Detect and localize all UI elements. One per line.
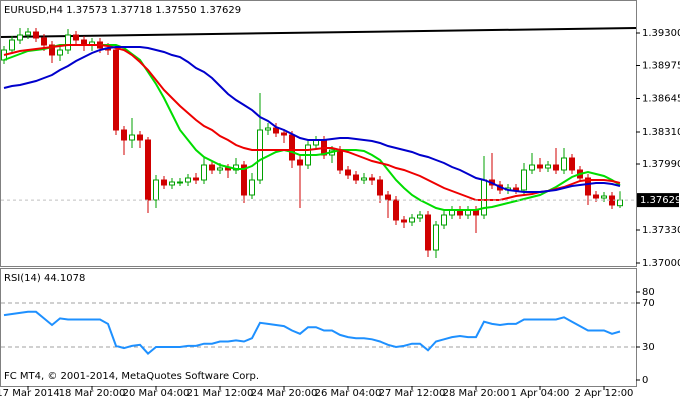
candle-body: [161, 179, 167, 186]
candle-body: [241, 164, 247, 196]
candle-body: [289, 134, 295, 161]
candle-body: [185, 177, 191, 183]
candle-body: [201, 164, 207, 181]
candle-body: [281, 132, 287, 136]
rsi-title: RSI(14) 44.1078: [4, 273, 85, 284]
x-tick-label: 18 Mar 20:00: [59, 388, 126, 399]
y-tick-label: 1.37000: [642, 258, 680, 269]
candle-body: [49, 44, 55, 56]
x-tick-label: 27 Mar 12:00: [379, 388, 446, 399]
chart-title: EURUSD,H4 1.37573 1.37718 1.37550 1.3762…: [4, 5, 241, 16]
candle-body: [385, 194, 391, 201]
y-tick-label: 80: [642, 287, 655, 298]
candle-body: [401, 219, 407, 223]
price-chart: 1.39300 1.38975 1.38645 1.38310 1.37990 1.373…: [0, 27, 680, 399]
candle-body: [265, 127, 271, 131]
y-tick-label: 0: [642, 375, 648, 386]
candle-body: [121, 129, 127, 141]
candle-body: [361, 177, 367, 181]
candle-body: [41, 37, 47, 46]
candle-body: [393, 199, 399, 221]
candle-body: [9, 39, 15, 51]
y-tick-label: 70: [642, 298, 655, 309]
candle-body: [481, 179, 487, 216]
candle-body: [441, 214, 447, 226]
moving-average: [3, 44, 621, 201]
y-tick-label: 1.39300: [642, 28, 680, 39]
x-tick-label: 17 Mar 2014: [0, 388, 60, 399]
candle-body: [217, 167, 223, 171]
candle-body: [409, 217, 415, 223]
candle-body: [249, 179, 255, 196]
candle-body: [601, 195, 607, 199]
candle-body: [529, 164, 535, 171]
last-price-box: [637, 193, 679, 208]
y-tick-label: 1.38645: [642, 94, 680, 105]
candle-body: [585, 177, 591, 196]
candle-body: [417, 214, 423, 219]
candle-body: [177, 181, 183, 184]
candle-body: [345, 169, 351, 176]
last-price-label: 1.37629: [640, 195, 680, 206]
candle-body: [153, 179, 159, 201]
candle-body: [593, 194, 599, 199]
candle-body: [569, 157, 575, 171]
candle-body: [25, 31, 31, 36]
candle-body: [553, 164, 559, 171]
candle-body: [513, 187, 519, 191]
y-tick-label: 1.37990: [642, 159, 680, 170]
footer: FC MT4, © 2001-2014, MetaQuotes Software…: [4, 371, 259, 382]
y-tick-label: 30: [642, 342, 655, 353]
candle-body: [113, 49, 119, 131]
candle-body: [369, 177, 375, 181]
candle-body: [545, 164, 551, 169]
candle-body: [145, 139, 151, 201]
candle-body: [425, 214, 431, 251]
x-tick-label: 1 Apr 04:00: [511, 388, 570, 399]
price-pane: [0, 0, 637, 267]
candle-body: [433, 224, 439, 251]
y-tick-label: 1.38310: [642, 127, 680, 138]
candle-body: [209, 164, 215, 171]
candle-body: [561, 157, 567, 171]
candle-body: [73, 34, 79, 41]
candle-body: [17, 34, 23, 41]
candle-body: [337, 149, 343, 171]
candle-body: [137, 134, 143, 141]
y-tick-label: 1.38975: [642, 61, 680, 72]
candle-body: [273, 127, 279, 134]
candle-body: [377, 179, 383, 196]
rsi-line: [3, 310, 621, 355]
y-tick-label: 1.37330: [642, 225, 680, 236]
x-tick-label: 26 Mar 04:00: [315, 388, 382, 399]
candle-body: [353, 174, 359, 181]
moving-average: [3, 46, 621, 193]
candle-body: [65, 34, 71, 51]
candle-body: [297, 159, 303, 166]
candle-body: [521, 169, 527, 191]
candle-body: [169, 181, 175, 186]
candle-body: [537, 164, 543, 169]
candle-body: [257, 129, 263, 181]
x-tick-label: 21 Mar 12:00: [187, 388, 254, 399]
candle-body: [33, 31, 39, 39]
candle-body: [57, 49, 63, 56]
x-tick-label: 2 Apr 12:00: [575, 388, 634, 399]
candle-body: [617, 199, 623, 207]
x-tick-label: 20 Mar 04:00: [123, 388, 190, 399]
candle-body: [129, 134, 135, 141]
x-tick-label: 28 Mar 20:00: [443, 388, 510, 399]
candle-body: [193, 177, 199, 181]
long-trend-line: [0, 27, 637, 38]
x-tick-label: 24 Mar 20:00: [251, 388, 318, 399]
